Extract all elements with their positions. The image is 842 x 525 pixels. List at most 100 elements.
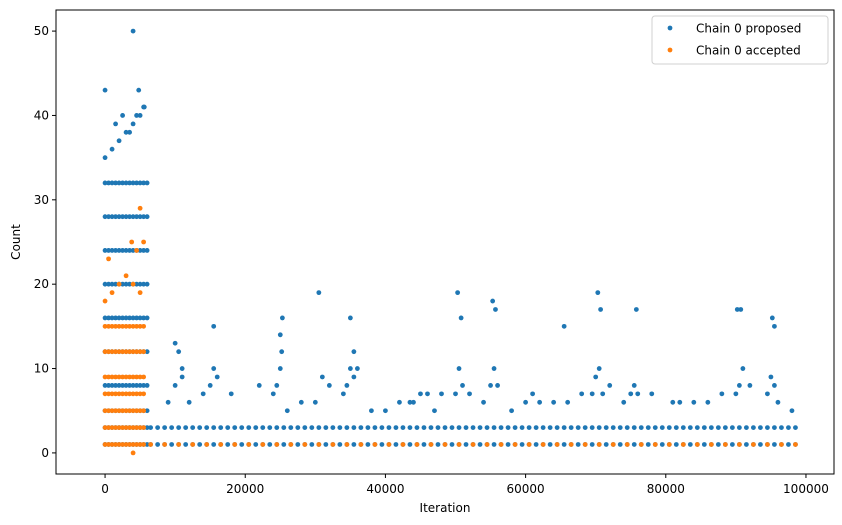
data-point xyxy=(113,349,118,355)
data-point xyxy=(106,408,111,414)
x-axis-label: Iteration xyxy=(420,501,471,515)
data-point xyxy=(130,315,136,321)
data-point xyxy=(102,349,108,355)
data-point xyxy=(127,323,132,329)
data-point xyxy=(758,442,763,447)
data-point xyxy=(113,323,118,329)
data-point xyxy=(610,442,616,447)
data-point xyxy=(736,425,742,430)
data-point xyxy=(123,374,129,380)
data-point xyxy=(596,442,602,447)
data-point xyxy=(369,408,374,414)
data-point xyxy=(144,281,150,287)
data-point xyxy=(137,281,143,287)
data-point xyxy=(680,425,686,430)
data-point xyxy=(595,290,601,296)
data-point xyxy=(435,442,441,447)
data-point xyxy=(109,442,115,447)
data-point xyxy=(617,442,623,447)
data-point xyxy=(526,442,532,447)
data-point xyxy=(239,442,245,447)
data-point xyxy=(162,442,168,447)
data-point xyxy=(123,383,129,388)
data-point xyxy=(116,374,122,380)
data-point xyxy=(102,248,108,253)
data-point xyxy=(666,442,672,447)
data-point xyxy=(120,214,125,220)
data-point xyxy=(575,442,581,447)
data-point xyxy=(144,315,150,321)
data-point xyxy=(127,248,132,253)
data-point xyxy=(793,425,798,430)
data-point xyxy=(137,374,143,380)
data-point xyxy=(411,399,416,405)
data-point xyxy=(323,425,329,430)
data-point xyxy=(722,442,728,447)
data-point xyxy=(603,442,609,447)
data-point xyxy=(134,180,140,186)
data-point xyxy=(758,425,763,430)
data-point xyxy=(779,442,784,447)
data-point xyxy=(183,425,189,430)
data-point xyxy=(123,408,129,414)
data-point xyxy=(260,425,266,430)
data-point xyxy=(568,425,574,430)
data-point xyxy=(120,391,125,397)
data-point xyxy=(102,298,108,304)
data-point xyxy=(793,442,798,447)
data-point xyxy=(127,315,132,321)
data-point xyxy=(519,442,525,447)
data-point xyxy=(432,408,437,414)
data-point xyxy=(109,383,115,388)
data-point xyxy=(130,391,136,397)
data-point xyxy=(470,442,476,447)
data-point xyxy=(113,121,118,127)
data-point xyxy=(540,425,546,430)
data-point xyxy=(123,425,129,430)
data-point xyxy=(116,281,122,287)
data-point xyxy=(169,425,175,430)
data-point xyxy=(554,425,560,430)
data-point xyxy=(218,425,224,430)
data-point xyxy=(379,425,385,430)
x-tick-label: 0 xyxy=(101,482,109,496)
data-point xyxy=(211,323,217,329)
data-point xyxy=(393,442,399,447)
data-point xyxy=(130,425,136,430)
data-point xyxy=(779,425,784,430)
data-point xyxy=(786,442,791,447)
data-point xyxy=(127,408,132,414)
data-point xyxy=(144,349,150,355)
data-point xyxy=(579,391,585,397)
data-point xyxy=(568,442,574,447)
data-point xyxy=(113,248,118,253)
data-point xyxy=(267,425,273,430)
data-point xyxy=(211,425,217,430)
data-point xyxy=(106,383,111,388)
data-point xyxy=(393,425,399,430)
data-point xyxy=(277,332,283,338)
data-point xyxy=(495,383,500,388)
x-tick-label: 60000 xyxy=(507,482,545,496)
data-point xyxy=(449,425,455,430)
data-point xyxy=(123,129,129,135)
data-point xyxy=(130,383,136,388)
data-point xyxy=(477,425,483,430)
data-point xyxy=(116,323,122,329)
data-point xyxy=(772,442,777,447)
data-point xyxy=(565,399,571,405)
data-point xyxy=(624,425,630,430)
data-point xyxy=(631,383,637,388)
data-point xyxy=(488,383,493,388)
data-point xyxy=(134,383,140,388)
data-point xyxy=(537,399,543,405)
data-point xyxy=(183,442,189,447)
data-point xyxy=(386,425,392,430)
data-point xyxy=(593,374,599,380)
data-point xyxy=(551,399,557,405)
data-point xyxy=(680,442,686,447)
data-point xyxy=(470,425,476,430)
data-point xyxy=(130,408,136,414)
y-tick-label: 20 xyxy=(34,277,49,291)
x-tick-label: 100000 xyxy=(783,482,829,496)
